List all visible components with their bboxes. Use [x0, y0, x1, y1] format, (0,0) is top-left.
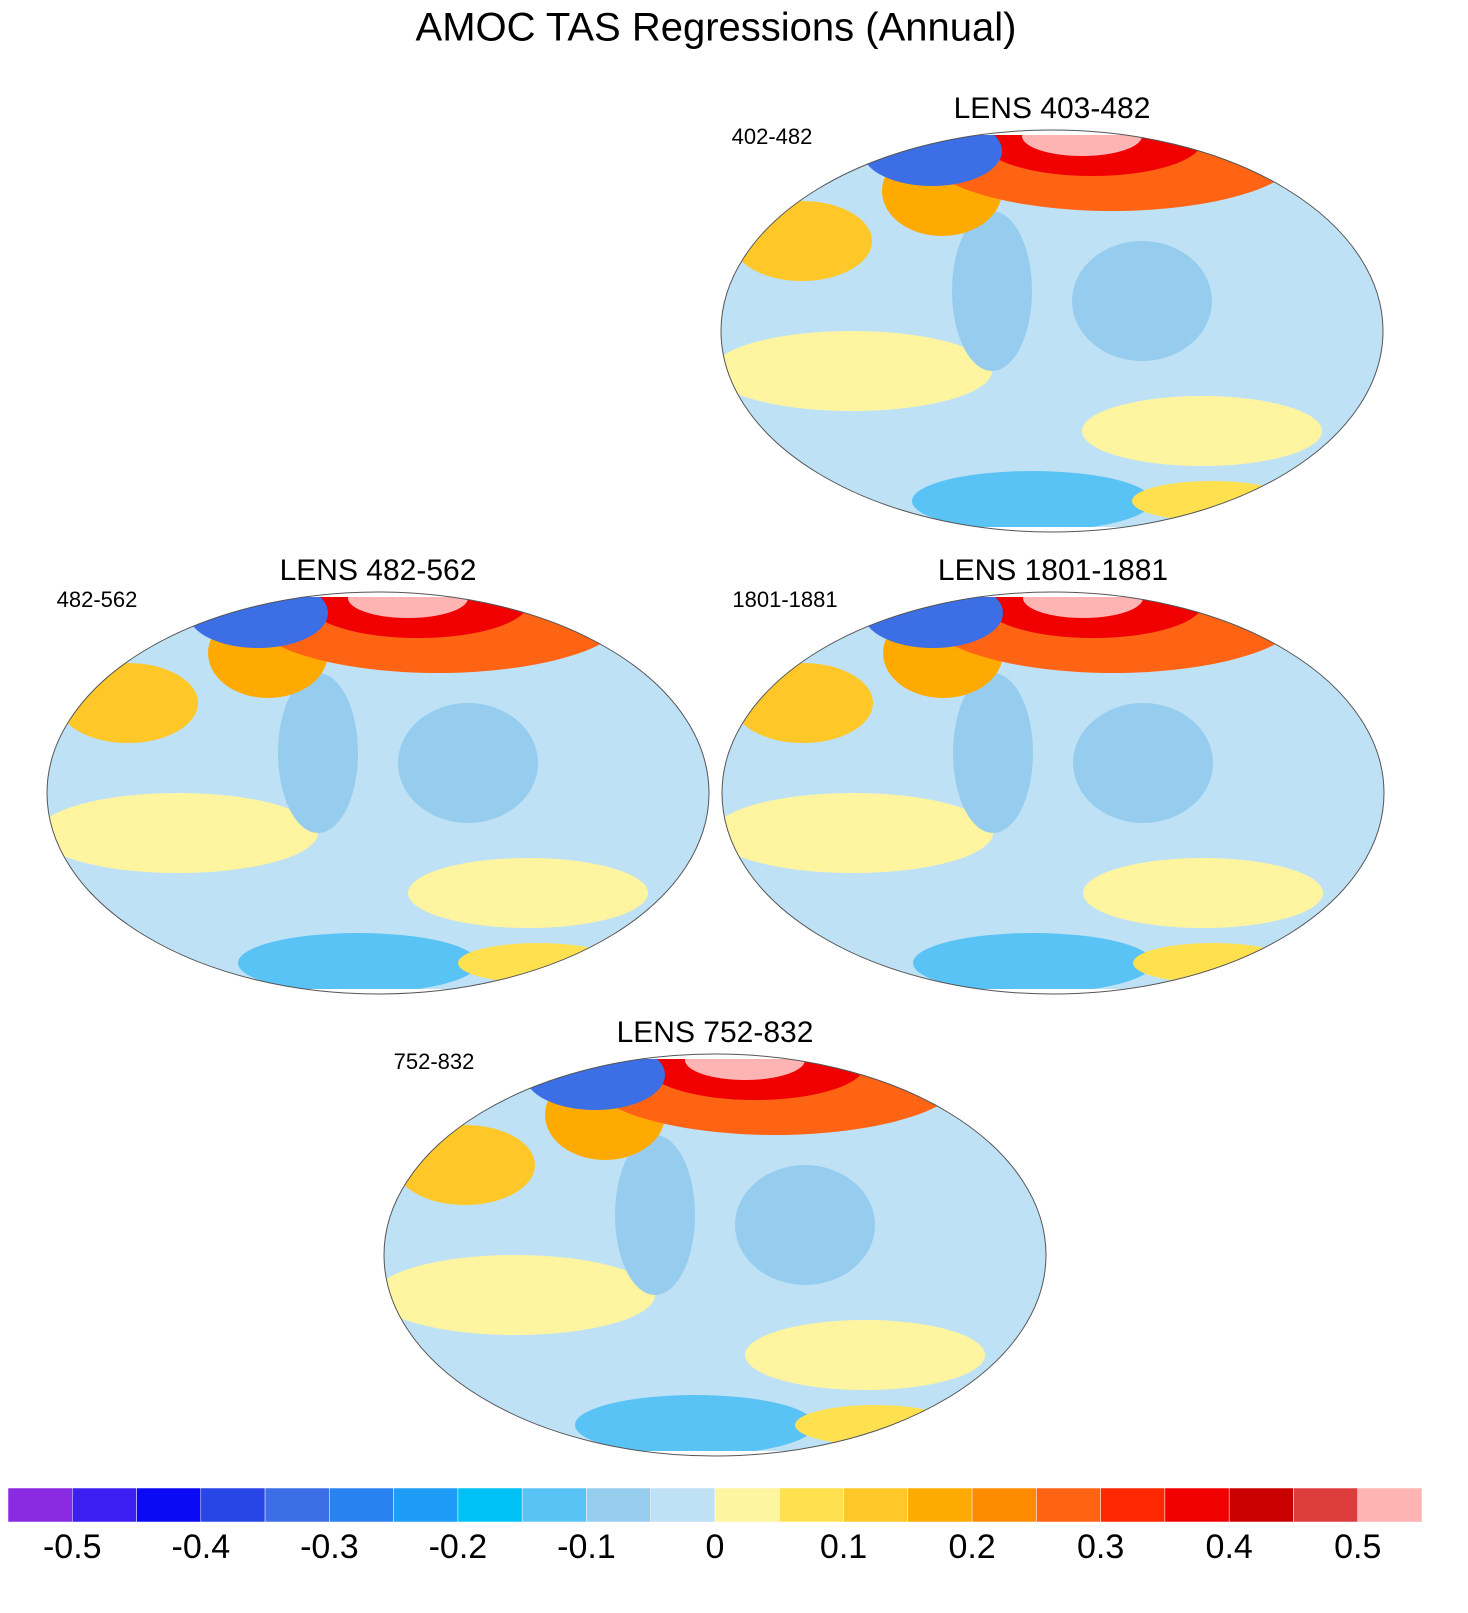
panel-label: 752-832 [394, 1049, 475, 1074]
colorbar-box [1293, 1487, 1358, 1523]
panel-label: 1801-1881 [732, 587, 837, 612]
colorbar-label: 0.3 [1077, 1528, 1124, 1566]
colorbar-label: -0.3 [300, 1528, 359, 1566]
panel-label: 482-562 [57, 587, 138, 612]
colorbar-box [200, 1487, 266, 1523]
colorbar-label: 0 [706, 1528, 725, 1566]
colorbar-box [264, 1487, 330, 1523]
panel-title: LENS 1801-1881 [938, 554, 1168, 587]
colorbar-box [521, 1487, 587, 1523]
map-panel [38, 553, 718, 1003]
colorbar-label: 0.4 [1206, 1528, 1253, 1566]
main-title: AMOC TAS Regressions (Annual) [416, 6, 1017, 50]
colorbar-box [457, 1487, 523, 1523]
colorbar-box [1357, 1487, 1423, 1523]
panel-label: 402-482 [732, 124, 813, 149]
colorbar-box [586, 1487, 651, 1523]
colorbar-box [779, 1487, 844, 1523]
panel-title: LENS 403-482 [954, 92, 1151, 125]
colorbar-box [1036, 1487, 1101, 1523]
map-panel [375, 1015, 1055, 1465]
map-panel [712, 91, 1392, 541]
colorbar-box [1100, 1487, 1166, 1523]
colorbar-box [72, 1487, 137, 1523]
colorbar-box [1228, 1487, 1294, 1523]
colorbar-box [971, 1487, 1037, 1523]
colorbar-label: -0.2 [429, 1528, 488, 1566]
colorbar-box [843, 1487, 909, 1523]
panel-title: LENS 752-832 [617, 1016, 814, 1049]
colorbar-label: 0.1 [820, 1528, 867, 1566]
colorbar-box [650, 1487, 716, 1523]
colorbar-box [1164, 1487, 1230, 1523]
colorbar-box [7, 1487, 73, 1523]
colorbar-box [136, 1487, 202, 1523]
panel-title: LENS 482-562 [280, 554, 477, 587]
colorbar-label: -0.5 [43, 1528, 102, 1566]
colorbar-box [907, 1487, 973, 1523]
colorbar-box [329, 1487, 394, 1523]
map-panel [713, 553, 1393, 1003]
colorbar-label: -0.1 [557, 1528, 616, 1566]
colorbar-label: 0.2 [948, 1528, 995, 1566]
colorbar-label: 0.5 [1334, 1528, 1381, 1566]
colorbar-box [393, 1487, 459, 1523]
colorbar-box [714, 1487, 780, 1523]
colorbar-label: -0.4 [172, 1528, 231, 1566]
